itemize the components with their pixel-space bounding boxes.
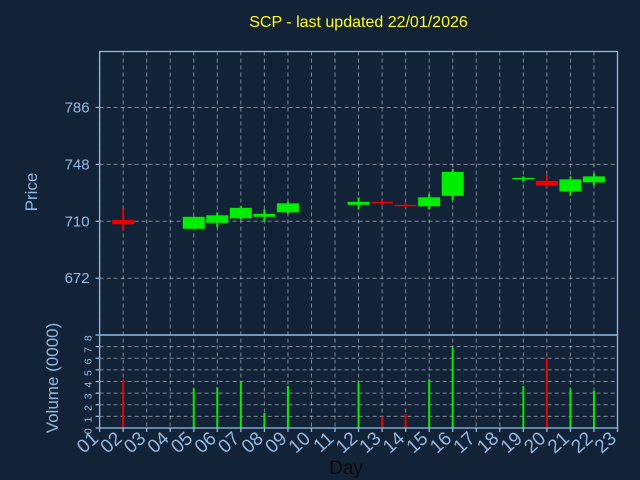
svg-text:SCP - last updated 22/01/2026: SCP - last updated 22/01/2026 (249, 14, 468, 31)
svg-text:Day: Day (329, 458, 363, 479)
svg-text:672: 672 (65, 270, 90, 287)
svg-text:1: 1 (83, 416, 95, 422)
svg-text:Price: Price (22, 173, 41, 212)
svg-text:710: 710 (65, 213, 90, 230)
svg-text:2: 2 (83, 405, 95, 411)
svg-text:8: 8 (83, 335, 95, 341)
svg-text:3: 3 (83, 393, 95, 399)
svg-text:7: 7 (83, 347, 95, 353)
svg-text:5: 5 (83, 370, 95, 376)
svg-text:6: 6 (83, 358, 95, 364)
svg-text:Volume (0000): Volume (0000) (43, 323, 62, 434)
svg-text:748: 748 (65, 156, 90, 173)
svg-text:786: 786 (65, 99, 90, 116)
svg-text:4: 4 (83, 382, 95, 388)
